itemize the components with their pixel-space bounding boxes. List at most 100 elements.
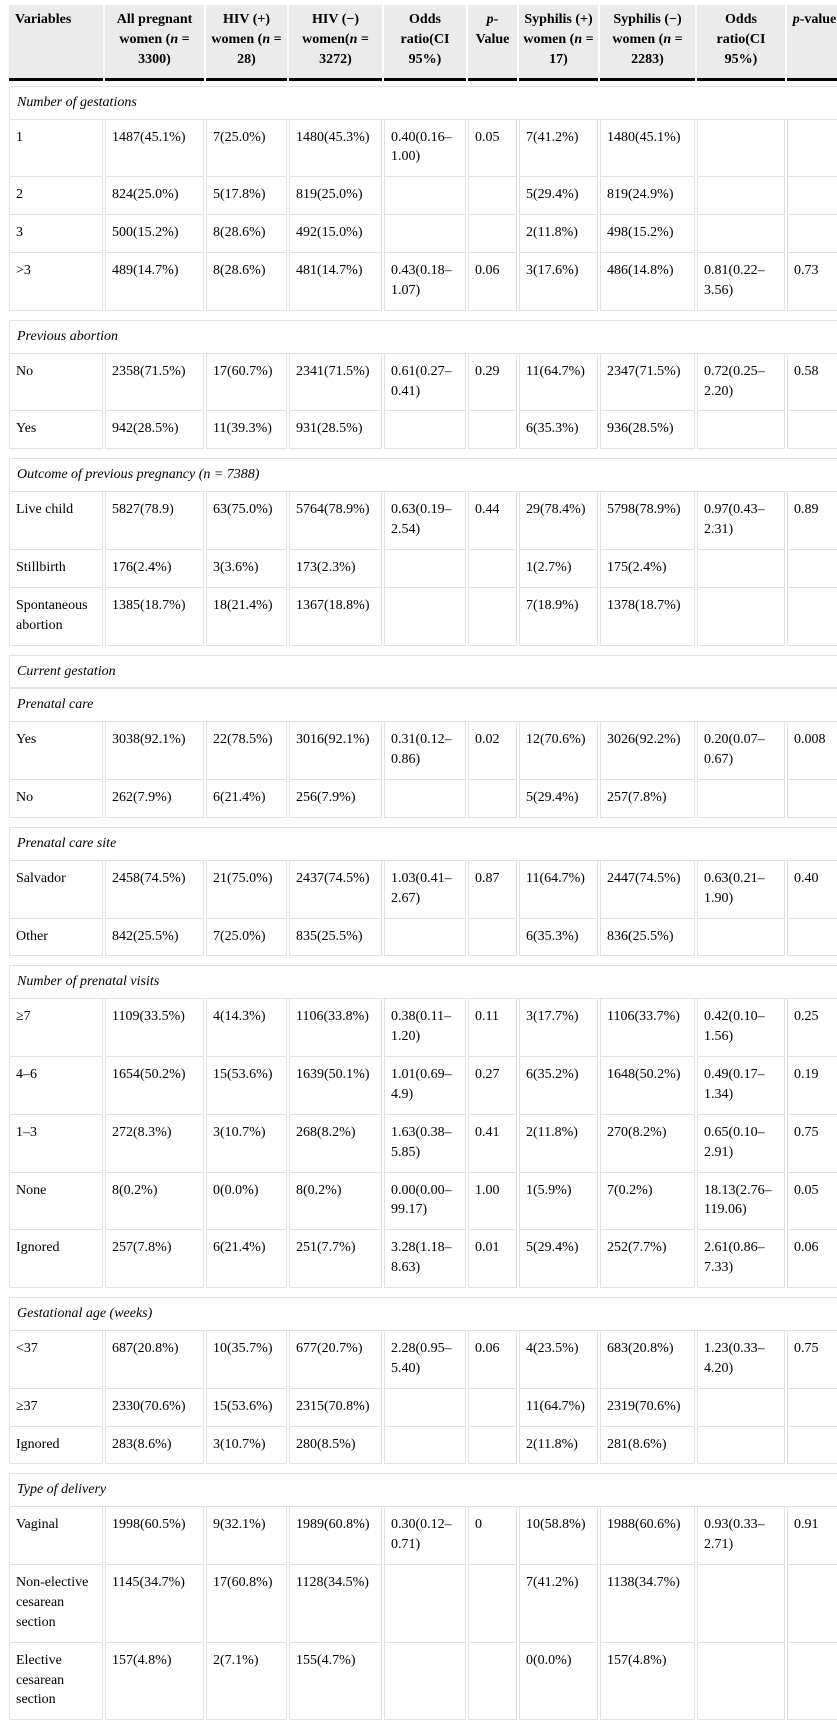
table-cell: 1988(60.6%) (600, 1507, 695, 1565)
section-title: Number of gestations (9, 85, 837, 120)
table-cell: 1.03(0.41–2.67) (384, 860, 466, 919)
section-gap-cell (9, 449, 837, 458)
table-cell: 0.27 (468, 1057, 517, 1115)
table-cell: 272(8.3%) (105, 1114, 204, 1173)
table-cell: 498(15.2%) (600, 215, 695, 253)
table-cell: 9(32.1%) (206, 1507, 287, 1565)
column-header: All pregnant women (n = 3300) (105, 5, 204, 81)
table-cell: 252(7.7%) (600, 1230, 695, 1288)
table-row: 2 824(25.0%) 5(17.8%) 819(25.0%) 5(29.4%) 819… (9, 177, 837, 216)
table-cell: 0.44 (468, 492, 517, 550)
section-gap-cell (9, 818, 837, 827)
table-cell (787, 1388, 837, 1427)
table-cell (468, 918, 517, 957)
row-label: Non-elective cesarean section (9, 1565, 103, 1643)
table-row: Vaginal 1998(60.5%) 9(32.1%) 1989(60.8%) 0.3… (9, 1507, 837, 1565)
table-cell (468, 215, 517, 253)
table-row: Yes 3038(92.1%) 22(78.5%) 3016(92.1%) 0.31(0… (9, 722, 837, 780)
table-cell: 4(23.5%) (519, 1330, 598, 1389)
table-cell: 8(28.6%) (206, 253, 287, 311)
table-cell: 0.40 (787, 860, 837, 919)
table-cell: 0.11 (468, 999, 517, 1057)
table-row: >3 489(14.7%) 8(28.6%) 481(14.7%) 0.43(0.18–… (9, 253, 837, 311)
table-cell: 0.75 (787, 1330, 837, 1389)
table-cell: 2(7.1%) (206, 1642, 287, 1721)
table-cell: 0.06 (468, 1330, 517, 1389)
table-cell: 2315(70.8%) (289, 1388, 382, 1427)
table-cell: 489(14.7%) (105, 253, 204, 311)
table-cell (384, 549, 466, 588)
table-cell: 283(8.6%) (105, 1426, 204, 1465)
table-cell (697, 119, 785, 178)
section-title-row: Type of delivery (9, 1473, 837, 1508)
table-cell: 687(20.8%) (105, 1330, 204, 1389)
table-cell: 1.23(0.33–4.20) (697, 1330, 785, 1389)
table-cell: 1487(45.1%) (105, 119, 204, 178)
column-header: Syphilis (−) women (n = 2283) (600, 5, 695, 81)
table-cell: 0(0.0%) (206, 1172, 287, 1231)
table-cell: 0.91 (787, 1507, 837, 1565)
table-row: ≥37 2330(70.6%) 15(53.6%) 2315(70.8%) 11(64.… (9, 1388, 837, 1427)
table-cell (468, 549, 517, 588)
table-cell (787, 215, 837, 253)
row-label: No (9, 353, 103, 412)
table-cell: 22(78.5%) (206, 722, 287, 780)
table-cell (468, 411, 517, 450)
section-gap (9, 449, 837, 458)
table-cell: 7(18.9%) (519, 587, 598, 646)
table-cell: 0.65(0.10–2.91) (697, 1114, 785, 1173)
table-cell (697, 1426, 785, 1465)
table-cell: 0.89 (787, 492, 837, 550)
table-cell: 931(28.5%) (289, 411, 382, 450)
table-cell: 842(25.5%) (105, 918, 204, 957)
table-cell (697, 1642, 785, 1721)
table-cell: 492(15.0%) (289, 215, 382, 253)
row-label: Ignored (9, 1230, 103, 1288)
row-label: 2 (9, 177, 103, 216)
table-cell: 836(25.5%) (600, 918, 695, 957)
table-cell: 257(7.8%) (600, 780, 695, 818)
table-cell: 1(5.9%) (519, 1172, 598, 1231)
table-cell: 3(3.6%) (206, 549, 287, 588)
table-cell: 0.87 (468, 860, 517, 919)
table-cell: 677(20.7%) (289, 1330, 382, 1389)
table-cell: 2458(74.5%) (105, 860, 204, 919)
row-label: >3 (9, 253, 103, 311)
table-cell: 0.06 (468, 253, 517, 311)
table-cell: 0.63(0.21–1.90) (697, 860, 785, 919)
table-cell: 11(64.7%) (519, 860, 598, 919)
table-cell: 5(29.4%) (519, 177, 598, 216)
table-cell: 3(17.7%) (519, 999, 598, 1057)
section-gap (9, 646, 837, 655)
table-cell (697, 1565, 785, 1643)
table-cell: 176(2.4%) (105, 549, 204, 588)
table-cell (384, 918, 466, 957)
table-cell: 251(7.7%) (289, 1230, 382, 1288)
row-label: Spontaneous abortion (9, 587, 103, 646)
table-cell: 0.008 (787, 722, 837, 780)
table-cell (697, 177, 785, 216)
table-cell: 2358(71.5%) (105, 353, 204, 412)
table-cell: 486(14.8%) (600, 253, 695, 311)
row-label: ≥7 (9, 999, 103, 1057)
row-label: Salvador (9, 860, 103, 919)
table-cell: 10(58.8%) (519, 1507, 598, 1565)
table-cell: 0.41 (468, 1114, 517, 1173)
table-cell: 0.49(0.17–1.34) (697, 1057, 785, 1115)
table-row: Ignored 283(8.6%) 3(10.7%) 280(8.5%) 2(11.8%… (9, 1426, 837, 1465)
table-cell: 3026(92.2%) (600, 722, 695, 780)
table-cell: 819(24.9%) (600, 177, 695, 216)
table-cell: 0.63(0.19–2.54) (384, 492, 466, 550)
section-gap-cell (9, 646, 837, 655)
table-row: None 8(0.2%) 0(0.0%) 8(0.2%) 0.00(0.00–99.17… (9, 1172, 837, 1231)
section-title-row: Outcome of previous pregnancy (n = 7388) (9, 458, 837, 493)
table-cell (787, 918, 837, 957)
table-cell (384, 1642, 466, 1721)
table-cell: 1998(60.5%) (105, 1507, 204, 1565)
table-cell (697, 587, 785, 646)
table-cell: 7(25.0%) (206, 119, 287, 178)
table-cell: 8(0.2%) (289, 1172, 382, 1231)
table-cell: 157(4.8%) (600, 1642, 695, 1721)
table-cell: 0.20(0.07–0.67) (697, 722, 785, 780)
table-cell (384, 1565, 466, 1643)
